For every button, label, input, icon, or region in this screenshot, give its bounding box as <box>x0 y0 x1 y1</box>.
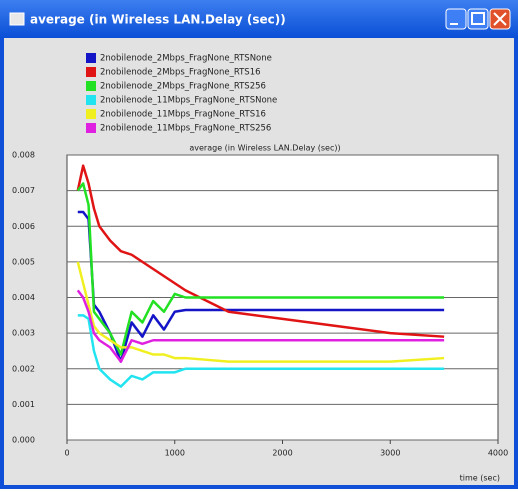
y-tick-label: 0.006 <box>12 222 35 231</box>
x-tick-label: 1000 <box>165 449 185 458</box>
x-tick-label: 0 <box>64 449 69 458</box>
series-line <box>76 164 445 338</box>
y-tick-label: 0.005 <box>12 257 35 266</box>
close-glyph <box>493 12 507 26</box>
minimize-button[interactable] <box>445 8 467 30</box>
y-tick-label: 0.004 <box>12 293 35 302</box>
y-tick-label: 0.000 <box>12 436 35 445</box>
legend-label: 2nobilenode_11Mbps_FragNone_RTS16 <box>100 110 266 120</box>
x-axis-label: time (sec) <box>460 474 500 483</box>
chart-title: average (in Wireless LAN.Delay (sec)) <box>189 144 340 153</box>
y-tick-label: 0.008 <box>12 151 35 160</box>
legend-label: 2nobilenode_2Mbps_FragNone_RTS16 <box>100 68 261 78</box>
legend-swatch <box>86 81 96 91</box>
x-tick-label: 3000 <box>380 449 400 458</box>
legend-swatch <box>86 109 96 119</box>
series-line <box>77 314 445 388</box>
window-icon <box>9 12 25 26</box>
y-tick-label: 0.003 <box>12 329 35 338</box>
x-tick-label: 4000 <box>488 449 508 458</box>
title-bar <box>0 0 518 38</box>
x-tick-label: 2000 <box>272 449 292 458</box>
window-title: average (in Wireless LAN.Delay (sec)) <box>30 13 286 27</box>
series-line <box>76 261 445 363</box>
legend-swatch <box>86 67 96 77</box>
series-line <box>76 182 445 356</box>
y-tick-label: 0.001 <box>12 400 35 409</box>
y-tick-label: 0.007 <box>12 186 35 195</box>
legend-label: 2nobilenode_2Mbps_FragNone_RTS256 <box>100 82 266 92</box>
y-tick-label: 0.002 <box>12 364 35 373</box>
legend-label: 2nobilenode_11Mbps_FragNone_RTSNone <box>100 96 277 106</box>
legend-swatch <box>86 123 96 133</box>
legend-swatch <box>86 95 96 105</box>
legend-swatch <box>86 53 96 63</box>
series-line <box>76 289 445 363</box>
legend-label: 2nobilenode_2Mbps_FragNone_RTSNone <box>100 54 272 64</box>
maximize-glyph <box>471 12 485 25</box>
legend-label: 2nobilenode_11Mbps_FragNone_RTS256 <box>100 124 271 134</box>
